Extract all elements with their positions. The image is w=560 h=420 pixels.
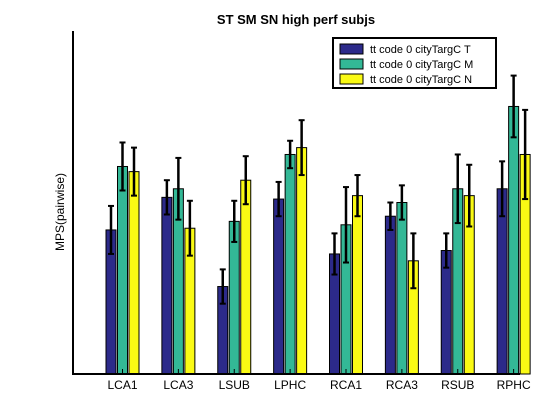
legend-swatch-0 xyxy=(339,43,364,55)
legend-label-1: tt code 0 cityTargC M xyxy=(370,59,473,71)
error-bar-LCA3-1 xyxy=(175,156,182,221)
x-tick-label-RCA1: RCA1 xyxy=(330,378,362,392)
x-tick-label-LPHC: LPHC xyxy=(274,378,306,392)
bar-LCA1-2 xyxy=(128,171,140,375)
error-bar-RCA1-0 xyxy=(331,232,338,276)
legend-label-2: tt code 0 cityTargC N xyxy=(370,74,472,86)
error-bar-LSUB-1 xyxy=(231,199,238,243)
error-bar-LPHC-0 xyxy=(275,180,282,218)
chart-title: ST SM SN high perf subjs xyxy=(217,12,375,27)
bar-RCA1-2 xyxy=(352,195,363,375)
x-tick-label-RSUB: RSUB xyxy=(441,378,474,392)
error-bar-RPHC-1 xyxy=(510,74,517,139)
error-bar-LCA3-2 xyxy=(186,199,193,257)
bar-LPHC-1 xyxy=(284,153,296,375)
bar-RCA3-0 xyxy=(384,215,396,375)
bar-LSUB-2 xyxy=(240,179,252,375)
error-bar-LPHC-2 xyxy=(298,119,305,177)
bar-RCA3-1 xyxy=(396,202,408,375)
legend-swatch-2 xyxy=(339,73,364,85)
y-axis-label: MPS(pairwise) xyxy=(53,173,67,251)
error-bar-LSUB-0 xyxy=(219,268,226,305)
bar-LPHC-0 xyxy=(273,198,285,375)
x-tick-label-RPHC: RPHC xyxy=(497,378,531,392)
plot-area: LCA1 LCA3 LSUB LPHC RCA1 RCA3 RSUB RPHC xyxy=(72,31,531,392)
bar-RSUB-0 xyxy=(440,250,452,375)
error-bar-LPHC-1 xyxy=(287,139,294,170)
error-bar-RCA3-2 xyxy=(410,232,417,290)
error-bar-RCA1-2 xyxy=(354,174,361,218)
error-bar-RPHC-0 xyxy=(499,160,506,218)
error-bar-RCA3-0 xyxy=(387,201,394,231)
legend-swatch-1 xyxy=(339,58,364,70)
bar-LCA1-1 xyxy=(117,165,128,375)
x-tick-label-RCA3: RCA3 xyxy=(386,378,418,392)
bar-LPHC-2 xyxy=(296,147,308,375)
x-tick-label-LCA3: LCA3 xyxy=(163,378,193,392)
x-tick-label-LCA1: LCA1 xyxy=(107,378,137,392)
error-bar-LSUB-2 xyxy=(242,155,249,206)
error-bar-RCA3-1 xyxy=(398,184,405,221)
error-bar-RCA1-1 xyxy=(343,186,349,264)
legend: tt code 0 cityTargC T tt code 0 cityTargC… xyxy=(332,37,497,89)
error-bar-RSUB-0 xyxy=(443,232,450,269)
error-bar-RSUB-1 xyxy=(454,153,461,225)
legend-label-0: tt code 0 cityTargC T xyxy=(370,44,471,56)
error-bar-RSUB-2 xyxy=(466,163,473,228)
error-bar-RPHC-2 xyxy=(522,108,529,201)
error-bar-LCA1-2 xyxy=(131,146,137,197)
error-bar-LCA3-0 xyxy=(163,179,170,216)
error-bar-LCA1-0 xyxy=(108,204,114,255)
x-tick-label-LSUB: LSUB xyxy=(219,378,250,392)
error-bar-LCA1-1 xyxy=(119,141,126,192)
bar-RPHC-1 xyxy=(508,105,520,375)
bar-LCA3-0 xyxy=(161,196,173,375)
bar-LSUB-1 xyxy=(228,220,240,375)
